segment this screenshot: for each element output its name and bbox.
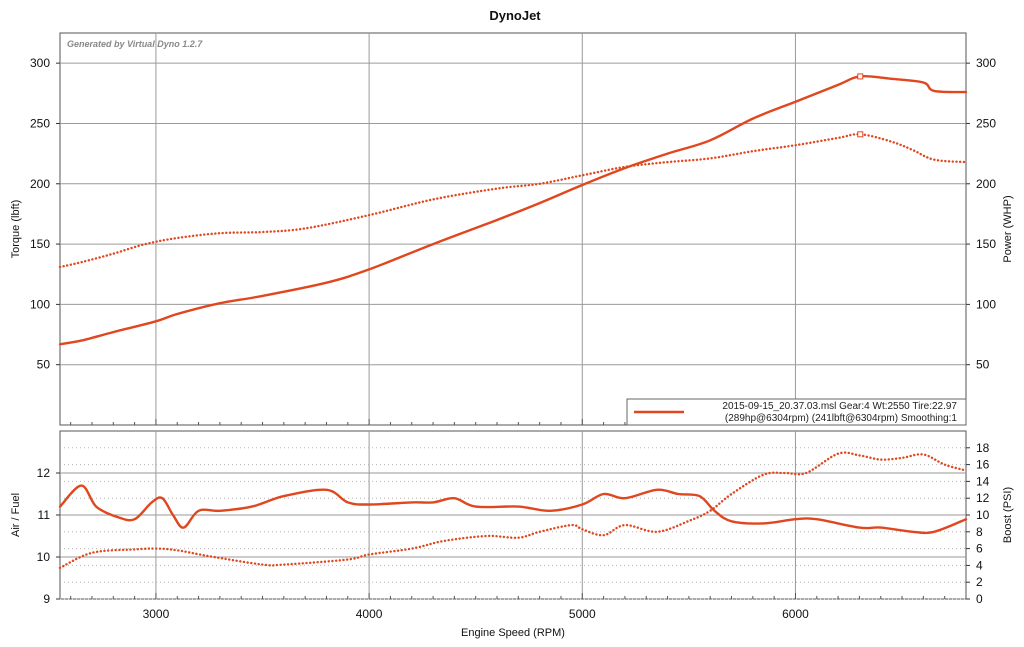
y2-tick-label: 150	[976, 237, 996, 251]
y2-tick-label: 6	[976, 542, 983, 556]
y2-tick-label: 18	[976, 441, 990, 455]
y-tick-label: 200	[30, 177, 50, 191]
y2-tick-label: 200	[976, 177, 996, 191]
y2-tick-label: 300	[976, 56, 996, 70]
chart-title: DynoJet	[489, 8, 541, 23]
x-tick-label: 5000	[569, 607, 596, 621]
bottom-ticks: 3000 4000 5000 6000 0 2 4 6 8 10 12 14 16 18 9 10 11 12	[37, 441, 990, 621]
y-tick-label: 9	[43, 592, 50, 606]
y2-axis-label-power: Power (WHP)	[1002, 195, 1014, 262]
y2-tick-label: 16	[976, 458, 990, 472]
air-fuel-line	[58, 484, 968, 535]
x-axis-label: Engine Speed (RPM)	[461, 627, 565, 639]
y-tick-label: 300	[30, 56, 50, 70]
legend-line-1: 2015-09-15_20.37.03.msl Gear:4 Wt:2550 T…	[722, 401, 957, 412]
y2-tick-label: 50	[976, 358, 990, 372]
x-tick-label: 4000	[356, 607, 383, 621]
peak-marker	[857, 131, 864, 138]
watermark: Generated by Virtual Dyno 1.2.7	[67, 39, 203, 49]
y2-tick-label: 14	[976, 474, 990, 488]
y-tick-label: 12	[37, 466, 51, 480]
x-tick-label: 3000	[143, 607, 170, 621]
y-tick-label: 250	[30, 116, 50, 130]
y-tick-label: 11	[38, 508, 51, 522]
y2-axis-label-boost: Boost (PSI)	[1002, 487, 1014, 543]
legend: 2015-09-15_20.37.03.msl Gear:4 Wt:2550 T…	[626, 398, 967, 426]
legend-line-2: (289hp@6304rpm) (241lbft@6304rpm) Smooth…	[725, 413, 958, 424]
y-tick-label: 150	[30, 237, 50, 251]
x-tick-label: 6000	[782, 607, 809, 621]
y2-tick-label: 4	[976, 558, 983, 572]
boost-line	[58, 451, 968, 570]
y2-tick-label: 0	[976, 592, 983, 606]
top-plot-area	[59, 32, 967, 426]
y-tick-label: 50	[37, 358, 51, 372]
y2-tick-label: 10	[976, 508, 990, 522]
y2-tick-label: 8	[976, 525, 983, 539]
y2-tick-label: 2	[976, 575, 983, 589]
y-tick-label: 10	[37, 550, 51, 564]
top-series	[58, 73, 968, 346]
y2-tick-label: 12	[976, 491, 990, 505]
y2-tick-label: 100	[976, 297, 996, 311]
y-axis-label-airfuel: Air / Fuel	[10, 493, 22, 537]
bottom-series	[58, 451, 968, 570]
y2-tick-label: 250	[976, 116, 996, 130]
y-tick-label: 100	[30, 297, 50, 311]
y-axis-label-torque: Torque (lbft)	[10, 200, 22, 259]
bottom-grid	[60, 431, 966, 600]
top-ticks: 50 100 150 200 250 300 50 100 150 200 250 300	[30, 56, 996, 425]
peak-marker	[857, 73, 864, 80]
